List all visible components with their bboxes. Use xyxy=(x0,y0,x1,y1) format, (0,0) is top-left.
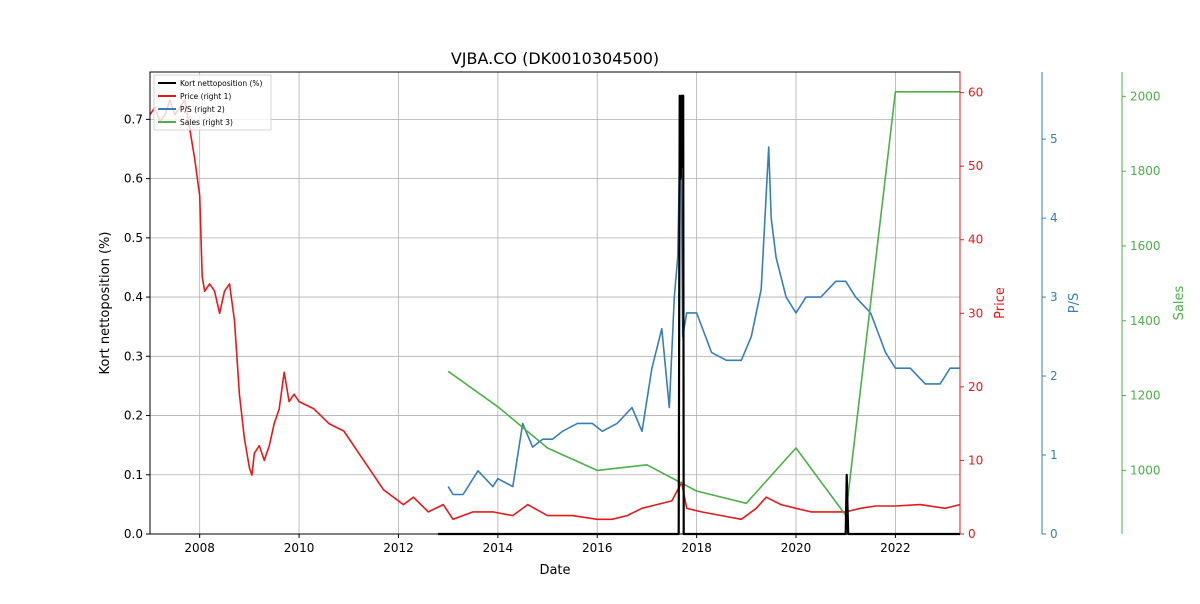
x-tick-label: 2020 xyxy=(781,541,812,555)
price-tick-label: 20 xyxy=(968,380,983,394)
legend-entry-short: Kort nettoposition (%) xyxy=(158,79,263,88)
ps-tick-label: 2 xyxy=(1050,369,1058,383)
sales-tick-label: 2000 xyxy=(1130,89,1161,103)
left-axis-label: Kort nettoposition (%) xyxy=(98,232,113,375)
x-tick-label: 2010 xyxy=(284,541,315,555)
legend-label-short: Kort nettoposition (%) xyxy=(180,79,263,88)
right-axis-sales: 1000 1200 1400 1600 1800 2000 xyxy=(1121,72,1161,534)
series-price xyxy=(149,99,961,521)
price-tick-label: 50 xyxy=(968,159,983,173)
sales-tick-label: 1400 xyxy=(1130,314,1161,328)
left-tick-label: 0.4 xyxy=(124,290,143,304)
legend-box xyxy=(153,74,272,131)
ps-tick-label: 5 xyxy=(1050,132,1058,146)
legend-entry-price: Price (right 1) xyxy=(158,92,231,101)
x-tick-label: 2008 xyxy=(184,541,215,555)
chart-title: VJBA.CO (DK0010304500) xyxy=(451,49,659,68)
x-tick-label: 2014 xyxy=(483,541,514,555)
price-tick-label: 60 xyxy=(968,86,983,100)
left-axis: 0.0 0.1 0.2 0.3 0.4 0.5 0.6 0.7 xyxy=(124,112,150,541)
x-tick-label: 2022 xyxy=(880,541,911,555)
left-tick-label: 0.1 xyxy=(124,468,143,482)
series-sales xyxy=(447,91,960,517)
ps-tick-label: 4 xyxy=(1050,211,1058,225)
legend-label-price: Price (right 1) xyxy=(180,92,231,101)
sales-tick-label: 1200 xyxy=(1130,389,1161,403)
price-tick-label: 0 xyxy=(968,527,976,541)
sales-tick-label: 1800 xyxy=(1130,164,1161,178)
sales-axis-label: Sales xyxy=(1172,285,1187,320)
x-axis: 2008 2010 2012 2014 2016 2018 2020 2022 xyxy=(184,534,911,555)
ps-tick-label: 0 xyxy=(1050,527,1058,541)
x-tick-label: 2012 xyxy=(383,541,414,555)
right-axis-ps: 0 1 2 3 4 5 xyxy=(1041,72,1058,541)
x-tick-label: 2016 xyxy=(582,541,613,555)
price-tick-label: 10 xyxy=(968,453,983,467)
sales-tick-label: 1600 xyxy=(1130,239,1161,253)
ps-axis-label: P/S xyxy=(1067,293,1082,313)
series-short-position xyxy=(438,94,960,536)
left-tick-label: 0.7 xyxy=(124,112,143,126)
series-ps xyxy=(447,98,960,496)
left-tick-label: 0.0 xyxy=(124,527,143,541)
left-tick-label: 0.6 xyxy=(124,172,143,186)
legend: Kort nettoposition (%) Price (right 1) P… xyxy=(153,74,272,131)
ps-tick-label: 1 xyxy=(1050,448,1058,462)
right-axis-price: 0 10 20 30 40 50 60 xyxy=(959,72,983,541)
legend-label-sales: Sales (right 3) xyxy=(180,118,233,127)
sales-tick-label: 1000 xyxy=(1130,463,1161,477)
left-tick-label: 0.5 xyxy=(124,231,143,245)
price-tick-label: 40 xyxy=(968,233,983,247)
price-tick-label: 30 xyxy=(968,306,983,320)
left-tick-label: 0.2 xyxy=(124,409,143,423)
legend-entry-sales: Sales (right 3) xyxy=(158,118,233,127)
legend-label-ps: P/S (right 2) xyxy=(180,105,225,114)
ps-tick-label: 3 xyxy=(1050,290,1058,304)
plot-series xyxy=(149,91,961,536)
legend-entry-ps: P/S (right 2) xyxy=(158,105,225,114)
left-tick-label: 0.3 xyxy=(124,349,143,363)
price-axis-label: Price xyxy=(993,287,1008,319)
x-axis-label: Date xyxy=(539,563,570,578)
x-tick-label: 2018 xyxy=(681,541,712,555)
